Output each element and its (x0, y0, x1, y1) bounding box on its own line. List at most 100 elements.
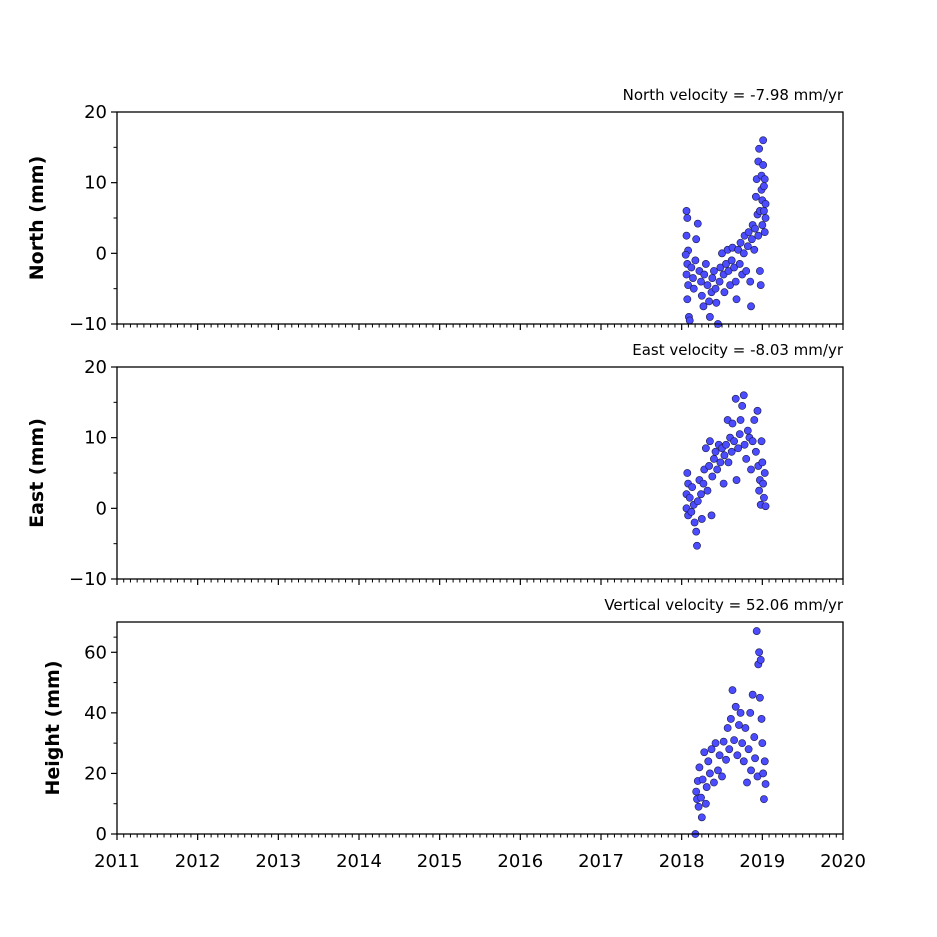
east-data-point (759, 479, 768, 488)
north-data-point (705, 297, 713, 306)
north-data-point (742, 267, 751, 275)
north-data-point (708, 274, 717, 282)
east-data-point (740, 440, 749, 449)
height-data-point (726, 715, 735, 723)
east-data-point (731, 394, 740, 403)
east-data-point (683, 469, 692, 477)
north-data-point (732, 295, 741, 304)
north-data-point (751, 224, 759, 233)
height-ytick-label: 60 (84, 642, 107, 663)
height-data-point (759, 769, 768, 778)
north-panel: North velocity = -7.98 mm/yr North (mm) … (26, 86, 844, 335)
height-xtick-label: 2013 (255, 851, 301, 872)
east-data-point (742, 454, 751, 463)
north-data-point (685, 316, 694, 325)
east-ylabel: East (mm) (26, 418, 48, 528)
north-points (681, 136, 770, 328)
north-data-point (718, 249, 726, 258)
north-data-point (750, 245, 759, 254)
east-data-point (699, 479, 708, 488)
east-data-point (748, 437, 757, 446)
east-data-point (710, 454, 718, 463)
north-data-point (716, 263, 725, 272)
height-data-point (736, 708, 745, 717)
north-data-point (739, 249, 748, 258)
north-data-point (761, 199, 770, 208)
east-data-point (722, 440, 730, 449)
east-ticks: −10 0 10 20 (69, 357, 844, 590)
north-data-point (689, 284, 698, 293)
north-plot-frame (116, 111, 844, 325)
north-data-point (755, 144, 764, 153)
east-data-point (693, 497, 702, 506)
height-data-point (704, 757, 713, 766)
north-data-point (706, 313, 714, 321)
north-data-point (726, 281, 734, 290)
east-data-point (690, 518, 699, 527)
north-ytick-label: 10 (84, 173, 107, 194)
east-data-point (685, 493, 694, 502)
north-data-point (754, 231, 763, 240)
east-data-point (758, 458, 767, 467)
height-data-point (738, 739, 747, 748)
north-velocity-label: North velocity = -7.98 mm/yr (623, 86, 844, 104)
north-data-point (697, 277, 705, 286)
height-ytick-label: 40 (84, 703, 107, 724)
height-data-point (760, 795, 768, 804)
height-data-point (710, 778, 718, 787)
east-panel: East velocity = -8.03 mm/yr East (mm) −1… (26, 341, 844, 590)
north-data-point (699, 302, 708, 311)
east-ytick-label: 20 (84, 357, 107, 378)
height-data-point (743, 778, 751, 787)
height-xtick-label: 2011 (94, 851, 140, 872)
height-ytick-label: 0 (96, 824, 107, 845)
north-data-point (700, 270, 709, 279)
height-xtick-label: 2018 (659, 851, 705, 872)
height-data-point (760, 757, 769, 766)
height-data-point (761, 780, 770, 788)
height-data-point (757, 715, 766, 723)
east-data-point (753, 406, 762, 415)
height-data-point (706, 769, 714, 778)
north-ytick-label: 0 (96, 243, 107, 264)
east-ytick-label: 10 (84, 428, 107, 449)
height-points (691, 627, 770, 838)
east-points (682, 391, 770, 550)
north-data-point (744, 228, 753, 237)
height-data-point (715, 751, 724, 760)
north-data-point (683, 214, 692, 222)
north-data-point (760, 228, 769, 237)
height-data-point (747, 766, 755, 775)
north-data-point (747, 235, 756, 244)
north-data-point (761, 214, 770, 222)
height-data-point (731, 702, 740, 711)
east-data-point (688, 483, 697, 492)
east-data-point (739, 391, 748, 400)
east-data-point (706, 437, 714, 446)
height-data-point (698, 775, 707, 784)
height-xtick-label: 2015 (417, 851, 463, 872)
height-data-point (733, 751, 742, 760)
height-xtick-label: 2017 (578, 851, 624, 872)
height-panel: Vertical velocity = 52.06 mm/yr Height (… (42, 596, 866, 872)
north-data-point (759, 136, 768, 145)
north-data-point (758, 221, 767, 229)
height-data-point (758, 739, 767, 748)
north-data-point (743, 242, 752, 251)
north-data-point (724, 267, 733, 275)
east-data-point (697, 490, 705, 499)
height-data-point (756, 693, 764, 702)
height-data-point (735, 721, 743, 729)
height-data-point (728, 686, 737, 695)
height-data-point (739, 757, 748, 766)
north-data-point (689, 274, 697, 282)
east-data-point (727, 447, 736, 456)
north-data-point (715, 277, 724, 286)
east-data-point (693, 541, 701, 550)
north-data-point (693, 219, 702, 228)
height-data-point (746, 708, 755, 717)
north-data-point (747, 302, 755, 311)
east-data-point (707, 511, 716, 520)
north-ytick-label: −10 (69, 314, 107, 335)
east-data-point (708, 472, 717, 481)
